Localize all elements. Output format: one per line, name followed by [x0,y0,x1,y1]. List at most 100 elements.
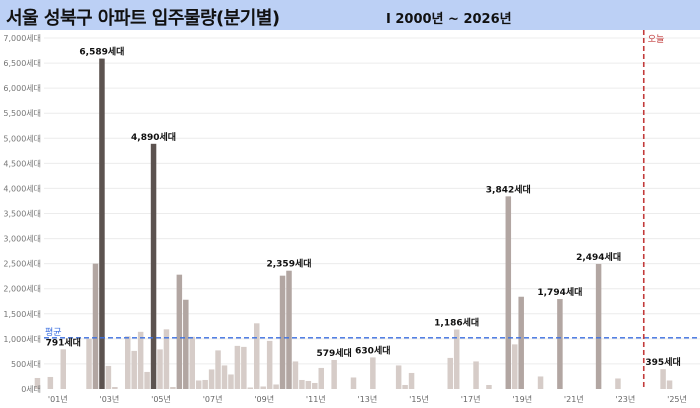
y-tick-label: 3,500세대 [3,210,41,219]
bar [512,344,518,389]
bar [112,386,118,389]
data-label: 1,794세대 [537,286,582,298]
title-bar: 서울 성북구 아파트 입주물량(분기별) I 2000년 ~ 2026년 [0,0,700,30]
bar [537,376,544,389]
bar [144,371,150,389]
bar [402,384,408,389]
x-tick-label: '05년 [151,394,171,404]
bar [279,275,286,389]
bar [221,365,228,389]
bar [273,384,279,389]
y-tick-label: 500세대 [11,360,41,369]
bar [266,340,273,389]
today-label: 오늘 [648,34,665,45]
bar [234,345,241,389]
data-label: 6,589세대 [79,46,124,58]
chart-subtitle: I 2000년 ~ 2026년 [386,12,512,27]
bar [370,357,376,389]
y-tick-label: 6,500세대 [3,59,41,68]
bar [660,369,666,389]
bar [331,359,337,389]
grid-lines [44,37,700,365]
bar [99,58,105,390]
bar [518,296,524,389]
x-tick-label: '19년 [512,394,532,404]
data-label: 2,359세대 [266,258,311,270]
bar [157,349,163,389]
data-label: 2,494세대 [576,251,621,263]
bar [60,349,66,389]
y-tick-label: 6,000세대 [3,84,41,93]
y-tick-label: 1,000세대 [3,335,41,344]
x-tick-label: '15년 [409,394,429,404]
y-tick-label: 5,500세대 [3,109,41,118]
bar [47,376,54,389]
data-label: 630세대 [355,344,390,356]
x-tick-label: '13년 [358,394,378,404]
bar [299,379,305,389]
annotations: 평균 오늘 [44,30,700,389]
y-tick-label: 0세대 [21,385,41,394]
bar [595,263,602,389]
x-tick-label: '23년 [616,394,636,404]
bar [137,331,144,389]
x-tick-label: '09년 [254,394,274,404]
bar [260,386,266,389]
y-tick-label: 4,500세대 [3,159,41,168]
bar [254,323,260,389]
data-label: 579세대 [316,347,351,359]
bar [453,329,460,389]
bars [34,58,673,390]
x-tick-label: '11년 [306,394,326,404]
x-tick-label: '21년 [564,394,584,404]
x-tick-label: '07년 [203,394,223,404]
y-tick-label: 5,000세대 [3,134,41,143]
bar [195,380,202,389]
bar [202,379,208,389]
x-axis-ticks: '01년 '03년 '05년 '07년 '09년 '11년 '13년 '15년 '17년 '19년… [48,394,687,404]
bar [292,361,299,389]
x-tick-label: '01년 [48,394,68,404]
y-tick-label: 2,500세대 [3,260,41,269]
chart-title: 서울 성북구 아파트 입주물량(분기별) [6,8,280,29]
bar [447,357,453,389]
bar [395,365,402,389]
data-label: 3,842세대 [486,183,531,195]
bar [170,386,176,389]
bar [486,384,492,389]
data-labels: 791세대 6,589세대 4,890세대 2,359세대 579세대 630세대 1,18… [46,46,681,369]
bar [150,143,157,389]
bar [228,374,234,389]
bar [208,369,215,389]
data-label: 4,890세대 [131,131,176,143]
y-tick-label: 3,000세대 [3,235,41,244]
bar [247,387,254,389]
bar [312,382,318,389]
bar [215,350,221,389]
y-tick-label: 2,000세대 [3,285,41,294]
data-label: 395세대 [645,356,680,368]
bar [86,338,92,389]
y-tick-label: 1,500세대 [3,310,41,319]
y-tick-label: 7,000세대 [3,34,41,43]
y-tick-label: 4,000세대 [3,184,41,193]
bar [241,346,247,389]
y-axis-ticks: 0세대 500세대 1,000세대 1,500세대 2,000세대 2,500세대 3,00… [3,34,41,394]
bar [125,336,131,389]
bar [615,378,621,389]
bar [473,361,479,389]
bar [176,274,183,389]
average-label: 평균 [45,327,62,338]
x-tick-label: '03년 [100,394,120,404]
data-label: 791세대 [46,336,81,348]
bar [105,365,112,389]
x-tick-label: '25년 [667,394,687,404]
bar [163,329,170,389]
bar [408,372,415,389]
bar [350,377,357,389]
bar [305,380,312,389]
bar [183,299,189,389]
bar [557,299,563,389]
bar [189,336,195,389]
data-label: 1,186세대 [434,317,479,329]
